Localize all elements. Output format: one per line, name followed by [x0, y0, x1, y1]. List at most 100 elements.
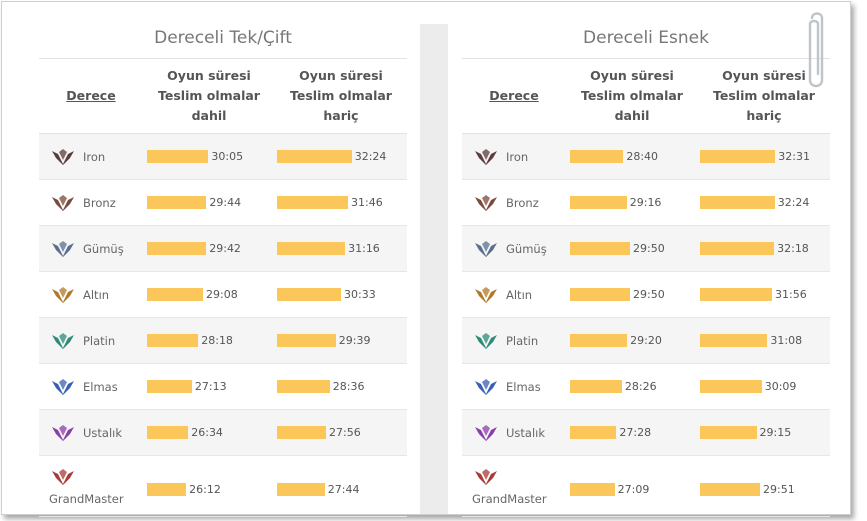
table-row: GrandMaster 27:09 29:51: [462, 456, 830, 517]
bar: [700, 426, 757, 439]
data-label: 28:26: [624, 380, 657, 393]
panel-solo-duo: Dereceli Tek/Çift Derece Oyun süresi Teslim…: [39, 2, 407, 517]
rank-cell: Elmas: [462, 378, 570, 396]
value-cell: 31:16: [277, 242, 407, 255]
gold-emblem-icon: [52, 286, 74, 303]
grandmaster-emblem-icon: [52, 469, 74, 485]
bar: [700, 288, 772, 301]
value-cell: 26:12: [147, 456, 277, 496]
rank-label: Iron: [83, 149, 106, 164]
rank-label: Ustalık: [83, 425, 123, 440]
value-cell: 27:13: [147, 380, 277, 393]
value-cell: 28:18: [147, 334, 277, 347]
table-row: GrandMaster 26:12 27:44: [39, 456, 407, 517]
table-row: Iron 30:05 32:24: [39, 134, 407, 180]
header-incl-surrender: Oyun süresi Teslim olmalar dahil: [566, 59, 698, 133]
rank-cell: Elmas: [39, 378, 147, 396]
rank-cell: Altın: [39, 286, 147, 304]
column-divider: [420, 24, 448, 514]
data-label: 29:42: [209, 242, 241, 255]
bar: [277, 288, 341, 301]
header-line: Oyun süresi: [299, 68, 383, 83]
bar: [147, 242, 207, 255]
data-label: 31:46: [351, 196, 383, 209]
value-cell: 29:15: [700, 426, 830, 439]
rank-label: Bronz: [506, 195, 539, 210]
bar: [570, 483, 615, 496]
data-label: 29:39: [338, 334, 371, 347]
rank-label: GrandMaster: [49, 492, 124, 506]
table-header: Derece Oyun süresi Teslim olmalar dahil Oyun…: [462, 59, 830, 134]
chart-title: Dereceli Esnek: [462, 2, 830, 59]
value-cell: 29:51: [700, 456, 830, 496]
rank-cell: Altın: [462, 286, 570, 304]
rank-cell: GrandMaster: [39, 456, 147, 506]
data-label: 32:18: [777, 242, 809, 255]
value-cell: 30:05: [147, 150, 277, 163]
grandmaster-emblem-icon: [475, 469, 497, 485]
bar: [147, 288, 204, 301]
value-cell: 31:56: [700, 288, 830, 301]
bar: [570, 196, 627, 209]
data-label: 27:56: [329, 426, 361, 439]
silver-emblem-icon: [52, 240, 74, 257]
bar: [700, 483, 760, 496]
bar: [570, 334, 628, 347]
rank-label: Altın: [506, 287, 533, 302]
header-line: Teslim olmalar: [290, 88, 392, 103]
data-label: 30:05: [211, 150, 244, 163]
rank-label: GrandMaster: [472, 492, 547, 506]
data-label: 31:56: [775, 288, 807, 301]
header-line: Oyun süresi: [722, 68, 806, 83]
bar: [147, 150, 209, 163]
data-label: 28:18: [201, 334, 233, 347]
rank-label: Elmas: [83, 379, 118, 394]
rank-label: Iron: [506, 149, 529, 164]
data-label: 29:51: [763, 483, 795, 496]
value-cell: 30:09: [700, 380, 830, 393]
value-cell: 27:44: [277, 456, 407, 496]
iron-emblem-icon: [475, 148, 497, 165]
rank-cell: Ustalık: [39, 424, 147, 442]
rank-label: Altın: [83, 287, 110, 302]
data-label: 31:08: [770, 334, 803, 347]
data-label: 27:13: [194, 380, 227, 393]
header-rank: Derece: [489, 88, 539, 103]
header-line: Oyun süresi: [167, 68, 251, 83]
data-label: 32:24: [777, 196, 810, 209]
header-line: Oyun süresi: [590, 68, 674, 83]
header-line: Teslim olmalar: [713, 88, 815, 103]
master-emblem-icon: [52, 424, 74, 441]
silver-emblem-icon: [475, 240, 497, 257]
value-cell: 28:40: [570, 150, 700, 163]
bronze-emblem-icon: [52, 194, 74, 211]
data-label: 29:44: [209, 196, 242, 209]
data-label: 28:40: [626, 150, 659, 163]
bar: [277, 334, 336, 347]
header-excl-surrender: Oyun süresi Teslim olmalar hariç: [275, 59, 407, 133]
rank-cell: Bronz: [462, 194, 570, 212]
value-cell: 29:16: [570, 196, 700, 209]
chart-title: Dereceli Tek/Çift: [39, 2, 407, 59]
bar: [570, 242, 631, 255]
rank-label: Ustalık: [506, 425, 546, 440]
rank-cell: Gümüş: [39, 240, 147, 258]
rank-cell: Iron: [39, 148, 147, 166]
table-row: Elmas 28:26 30:09: [462, 364, 830, 410]
bar: [700, 334, 768, 347]
diamond-emblem-icon: [475, 378, 497, 395]
bar: [700, 242, 775, 255]
header-line: dahil: [614, 108, 650, 123]
rank-cell: Gümüş: [462, 240, 570, 258]
gold-emblem-icon: [475, 286, 497, 303]
value-cell: 26:34: [147, 426, 277, 439]
rank-label: Bronz: [83, 195, 116, 210]
bar: [700, 380, 762, 393]
bar: [147, 196, 207, 209]
data-label: 29:50: [633, 288, 665, 301]
bar: [570, 380, 622, 393]
master-emblem-icon: [475, 424, 497, 441]
bar: [277, 380, 330, 393]
rank-cell: Bronz: [39, 194, 147, 212]
rank-label: Gümüş: [506, 241, 547, 256]
